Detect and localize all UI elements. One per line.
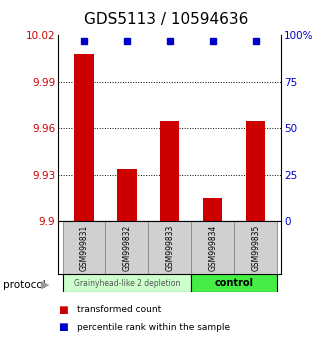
Text: ■: ■ [58,305,68,315]
Text: GSM999835: GSM999835 [251,224,260,271]
Text: GDS5113 / 10594636: GDS5113 / 10594636 [84,12,249,27]
Bar [149,221,191,274]
Bar [246,121,265,221]
Text: percentile rank within the sample: percentile rank within the sample [77,323,230,332]
Text: GSM999834: GSM999834 [208,224,217,271]
Bar [63,274,191,292]
Bar [191,274,277,292]
Text: protocol: protocol [3,280,46,290]
Bar [74,54,94,221]
Bar [160,121,179,221]
Text: ▶: ▶ [41,280,50,290]
Bar [63,221,106,274]
Bar [191,221,234,274]
Bar [234,221,277,274]
Bar [106,221,149,274]
Text: Grainyhead-like 2 depletion: Grainyhead-like 2 depletion [74,279,180,288]
Text: ■: ■ [58,322,68,332]
Text: GSM999833: GSM999833 [165,224,174,271]
Bar [203,198,222,221]
Text: control: control [215,278,254,288]
Text: GSM999831: GSM999831 [80,225,89,271]
Text: transformed count: transformed count [77,305,161,314]
Text: GSM999832: GSM999832 [123,225,132,271]
Bar [117,169,137,221]
